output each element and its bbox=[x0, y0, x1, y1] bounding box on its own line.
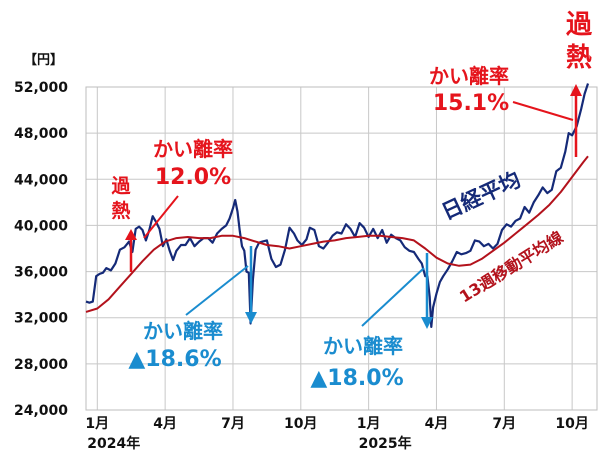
overheat-label: 過 bbox=[566, 10, 593, 40]
x-tick-label: 1月 bbox=[357, 416, 381, 432]
x-tick-label: 4月 bbox=[425, 416, 449, 432]
moving-average-series-line bbox=[85, 155, 589, 313]
annotation-leader-line bbox=[185, 265, 249, 316]
x-year-label: 2025年 bbox=[359, 435, 412, 452]
axes: 24,000 28,000 32,000 36,000 40,000 44,000 48,0… bbox=[14, 52, 589, 452]
annotation-divergence-value: 12.0% bbox=[155, 165, 231, 190]
x-tick-label: 7月 bbox=[221, 416, 245, 432]
annotation-leader-line bbox=[143, 195, 179, 239]
overheat-label: 熱 bbox=[111, 199, 130, 222]
annotation-divergence-label: かい離率 bbox=[153, 137, 233, 161]
y-tick-label: 24,000 bbox=[14, 403, 68, 419]
y-tick-label: 44,000 bbox=[14, 172, 68, 188]
y-tick-label: 32,000 bbox=[14, 311, 68, 327]
arrow-head-icon bbox=[125, 229, 137, 240]
x-tick-label: 10月 bbox=[284, 416, 317, 432]
moving-average-series-label: 13週移動平均線 bbox=[456, 228, 566, 307]
annotation-divergence-value: ▲18.0% bbox=[310, 366, 403, 391]
x-year-label: 2024年 bbox=[87, 435, 140, 452]
annotations: 日経平均13週移動平均線かい離率12.0%過熱かい離率▲18.6%かい離率▲18… bbox=[111, 10, 593, 391]
arrow-head-icon bbox=[570, 84, 582, 96]
grid bbox=[85, 86, 598, 411]
annotation-leader-line bbox=[361, 267, 425, 327]
series-layer bbox=[85, 83, 590, 328]
overheat-label: 熱 bbox=[566, 43, 592, 73]
nikkei-series-line bbox=[85, 83, 590, 328]
y-tick-label: 40,000 bbox=[14, 218, 68, 234]
annotation-divergence-label: かい離率 bbox=[323, 334, 403, 358]
nikkei-series-label: 日経平均 bbox=[438, 167, 524, 224]
y-tick-label: 28,000 bbox=[14, 357, 68, 373]
overheat-label: 過 bbox=[111, 175, 131, 197]
annotation-divergence-value: ▲18.6% bbox=[128, 347, 221, 372]
x-tick-label: 7月 bbox=[492, 416, 516, 432]
x-tick-label: 10月 bbox=[555, 416, 588, 432]
annotation-divergence-label: かい離率 bbox=[429, 64, 509, 88]
plot-border bbox=[85, 86, 598, 411]
y-tick-label: 36,000 bbox=[14, 265, 68, 281]
arrow-head-icon bbox=[421, 317, 433, 329]
y-unit-label: 【円】 bbox=[24, 52, 63, 68]
y-tick-label: 52,000 bbox=[14, 80, 68, 96]
y-tick-label: 48,000 bbox=[14, 126, 68, 142]
x-tick-label: 4月 bbox=[153, 416, 177, 432]
arrow-head-icon bbox=[245, 312, 257, 324]
annotation-divergence-label: かい離率 bbox=[143, 319, 223, 343]
x-tick-label: 1月 bbox=[85, 416, 109, 432]
annotation-divergence-value: 15.1% bbox=[433, 91, 509, 116]
annotation-leader-line bbox=[512, 101, 574, 121]
